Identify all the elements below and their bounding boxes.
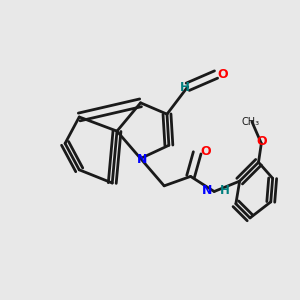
Text: N: N: [137, 153, 147, 167]
Text: CH₃: CH₃: [242, 117, 260, 127]
Text: H: H: [220, 184, 230, 197]
Text: N: N: [202, 184, 213, 197]
Text: O: O: [218, 68, 228, 81]
Text: H: H: [180, 81, 190, 94]
Text: O: O: [256, 136, 267, 148]
Text: O: O: [200, 145, 211, 158]
